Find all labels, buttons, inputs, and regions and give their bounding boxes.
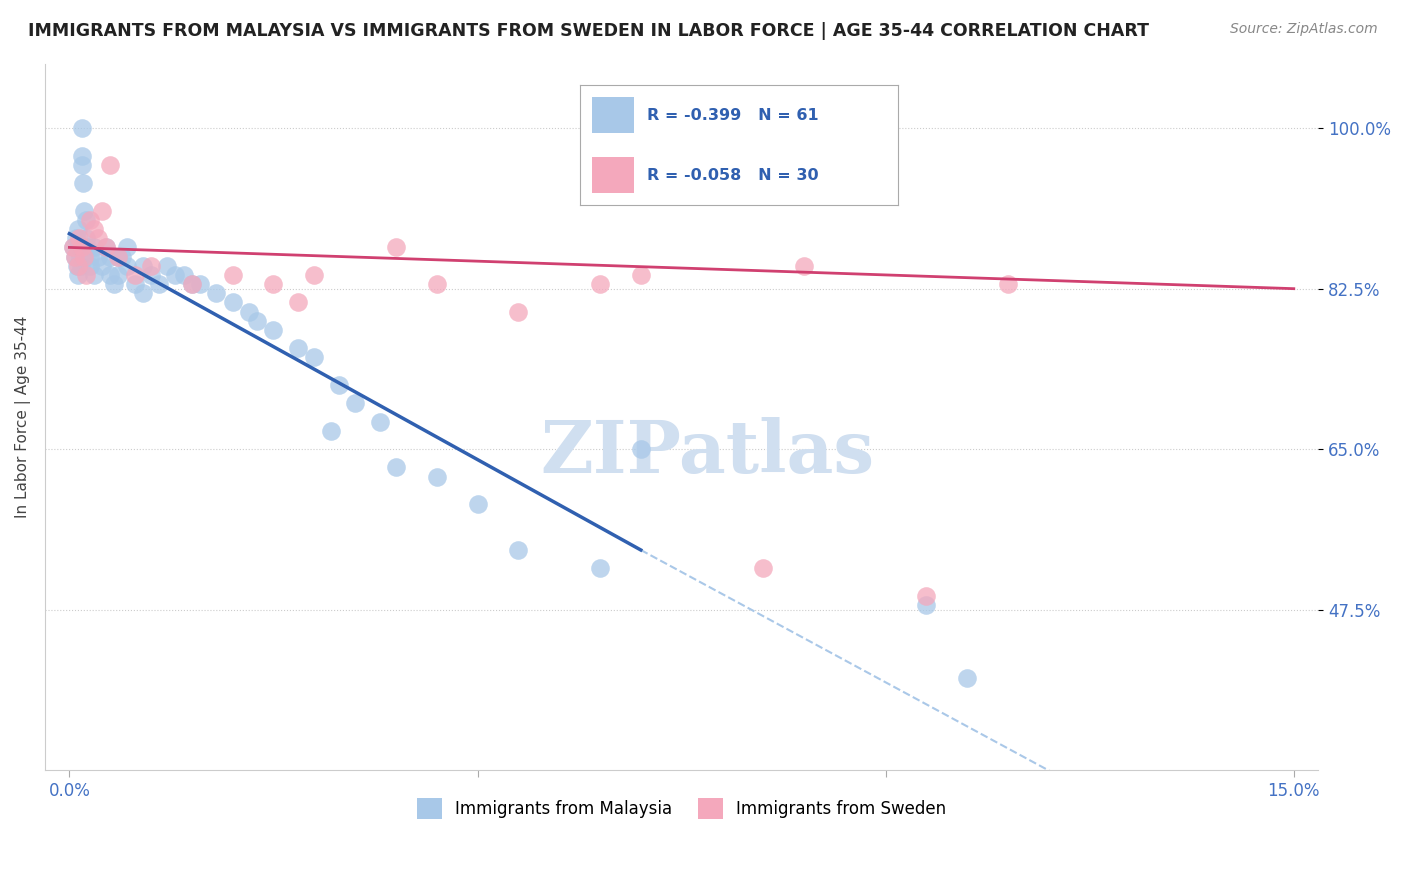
Point bbox=[62, 240, 84, 254]
Point bbox=[76, 240, 98, 254]
Point bbox=[205, 286, 228, 301]
Point bbox=[87, 250, 110, 264]
Point bbox=[83, 240, 105, 254]
Legend: Immigrants from Malaysia, Immigrants from Sweden: Immigrants from Malaysia, Immigrants fro… bbox=[411, 791, 953, 825]
Point bbox=[115, 240, 138, 254]
Point bbox=[79, 213, 101, 227]
Text: Source: ZipAtlas.com: Source: ZipAtlas.com bbox=[1230, 22, 1378, 37]
Point bbox=[66, 222, 89, 236]
Point bbox=[70, 121, 93, 136]
Point bbox=[98, 250, 121, 264]
Point bbox=[79, 259, 101, 273]
Y-axis label: In Labor Force | Age 35-44: In Labor Force | Age 35-44 bbox=[15, 316, 31, 518]
Point bbox=[344, 396, 367, 410]
Point bbox=[91, 259, 114, 273]
Point bbox=[98, 158, 121, 172]
Point bbox=[66, 259, 89, 273]
Point bbox=[997, 277, 1019, 291]
Point bbox=[246, 314, 269, 328]
Point bbox=[87, 231, 110, 245]
Point bbox=[75, 213, 97, 227]
Text: ZIPatlas: ZIPatlas bbox=[540, 417, 875, 488]
Point bbox=[83, 222, 105, 236]
Point bbox=[630, 268, 652, 282]
Point bbox=[63, 250, 86, 264]
Point bbox=[69, 250, 91, 264]
Point bbox=[221, 295, 243, 310]
Point bbox=[65, 231, 87, 245]
Point bbox=[107, 250, 129, 264]
Point bbox=[115, 259, 138, 273]
Point bbox=[139, 268, 162, 282]
Point bbox=[148, 277, 170, 291]
Text: IMMIGRANTS FROM MALAYSIA VS IMMIGRANTS FROM SWEDEN IN LABOR FORCE | AGE 35-44 CO: IMMIGRANTS FROM MALAYSIA VS IMMIGRANTS F… bbox=[28, 22, 1149, 40]
Point bbox=[385, 240, 408, 254]
Point bbox=[70, 149, 93, 163]
Point bbox=[956, 671, 979, 685]
Point bbox=[188, 277, 211, 291]
Point bbox=[83, 268, 105, 282]
Point bbox=[67, 240, 90, 254]
Point bbox=[139, 259, 162, 273]
Point bbox=[75, 268, 97, 282]
Point bbox=[94, 240, 117, 254]
Point bbox=[304, 351, 326, 365]
Point bbox=[319, 424, 342, 438]
Point bbox=[589, 277, 612, 291]
Point bbox=[124, 268, 146, 282]
Point bbox=[426, 277, 449, 291]
Point bbox=[287, 341, 309, 355]
Point bbox=[262, 277, 284, 291]
Point bbox=[385, 460, 408, 475]
Point bbox=[66, 268, 89, 282]
Point bbox=[426, 469, 449, 483]
Point bbox=[132, 259, 155, 273]
Point bbox=[63, 250, 86, 264]
Point bbox=[69, 259, 91, 273]
Point bbox=[107, 268, 129, 282]
Point bbox=[173, 268, 195, 282]
Point bbox=[124, 277, 146, 291]
Point bbox=[793, 259, 815, 273]
Point bbox=[72, 176, 94, 190]
Point bbox=[165, 268, 187, 282]
Point bbox=[73, 203, 96, 218]
Point bbox=[103, 277, 125, 291]
Point bbox=[915, 589, 938, 603]
Point bbox=[368, 415, 391, 429]
Point bbox=[94, 240, 117, 254]
Point bbox=[67, 231, 90, 245]
Point bbox=[221, 268, 243, 282]
Point bbox=[98, 268, 121, 282]
Point bbox=[91, 203, 114, 218]
Point bbox=[70, 240, 93, 254]
Point bbox=[107, 250, 129, 264]
Point bbox=[752, 561, 775, 575]
Point bbox=[508, 304, 530, 318]
Point bbox=[262, 323, 284, 337]
Point bbox=[132, 286, 155, 301]
Point bbox=[508, 543, 530, 558]
Point bbox=[66, 259, 89, 273]
Point bbox=[79, 250, 101, 264]
Point bbox=[75, 231, 97, 245]
Point bbox=[287, 295, 309, 310]
Point bbox=[589, 561, 612, 575]
Point bbox=[180, 277, 202, 291]
Point bbox=[156, 259, 179, 273]
Point bbox=[467, 497, 489, 511]
Point bbox=[915, 598, 938, 612]
Point bbox=[73, 250, 96, 264]
Point bbox=[238, 304, 260, 318]
Point bbox=[328, 378, 350, 392]
Point bbox=[72, 158, 94, 172]
Point bbox=[62, 240, 84, 254]
Point bbox=[630, 442, 652, 456]
Point bbox=[180, 277, 202, 291]
Point bbox=[304, 268, 326, 282]
Point bbox=[111, 250, 134, 264]
